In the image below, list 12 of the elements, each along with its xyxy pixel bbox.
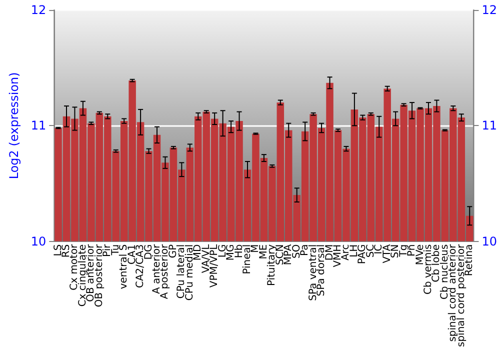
x-tick-label: ME: [258, 244, 270, 260]
y2-tick-label: 11: [482, 118, 498, 133]
y2-tick-label: 12: [482, 3, 498, 17]
y-axis-title: Log2 (expression): [7, 72, 21, 180]
y-tick-label: 10: [30, 234, 46, 248]
x-tick-label: OB posterior: [94, 243, 105, 308]
x-tick-label: Pituitary: [266, 244, 278, 286]
y-tick-label: 12: [30, 3, 46, 17]
x-tick-label: Retina: [464, 244, 476, 276]
y-tick-label: 11: [30, 118, 46, 133]
y2-tick-label: 10: [482, 234, 498, 248]
x-tick-label: Tg: [398, 244, 410, 258]
